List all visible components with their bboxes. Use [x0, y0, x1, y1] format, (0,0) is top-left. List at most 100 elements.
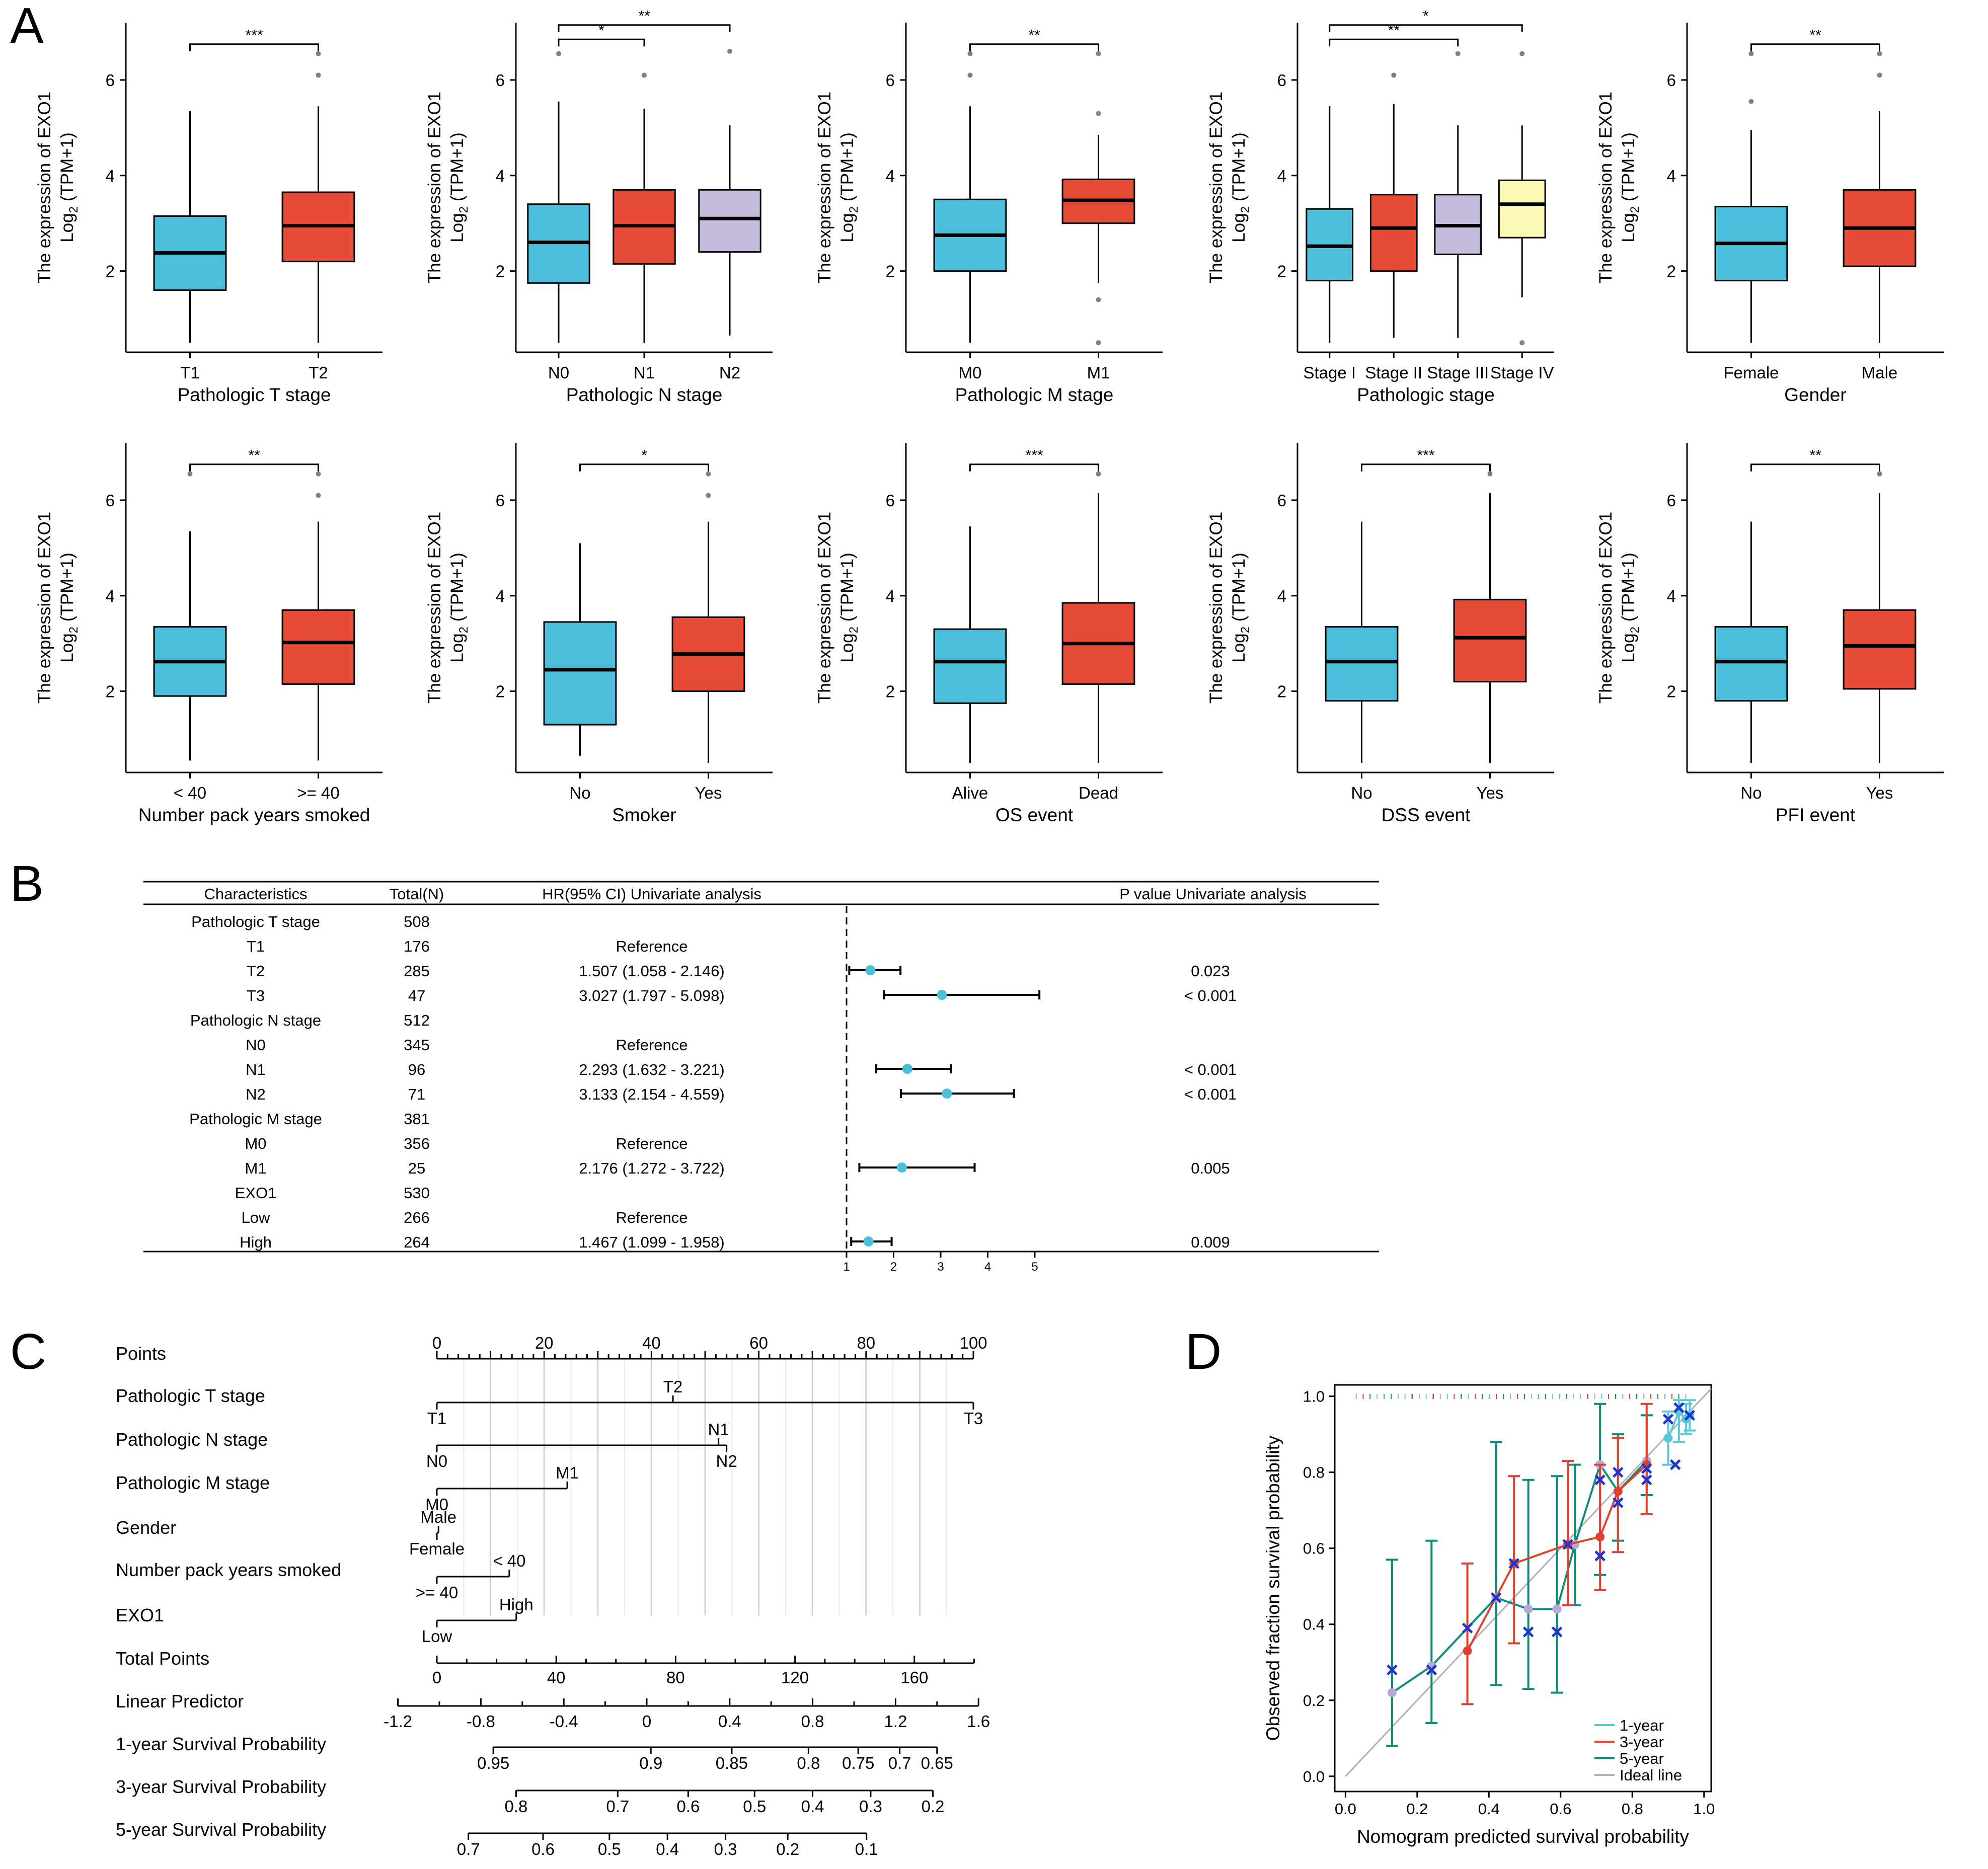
observed-cross	[1684, 1410, 1696, 1421]
y-axis-label: The expression of EXO1	[1596, 512, 1616, 704]
x-tick-label: Yes	[1866, 784, 1893, 802]
row-hr: 2.176 (1.272 - 3.722)	[579, 1159, 725, 1177]
y-tick-label: 2	[886, 682, 895, 701]
row-characteristic: EXO1	[235, 1184, 277, 1202]
outlier-point	[1096, 297, 1101, 302]
y-tick-label: 4	[1277, 167, 1286, 185]
level-label: N0	[426, 1452, 447, 1470]
survival-tick-label: 0.2	[776, 1840, 799, 1858]
outlier-point	[187, 471, 193, 477]
survival-tick-label: 0.5	[598, 1840, 621, 1858]
legend-label: 1-year	[1620, 1717, 1664, 1734]
significance-bracket	[189, 43, 319, 51]
y-axis-label: The expression of EXO1	[815, 92, 834, 283]
row-characteristic: Pathologic N stage	[190, 1011, 321, 1029]
series-point	[1663, 1433, 1673, 1443]
y-tick-label: 2	[1667, 262, 1676, 281]
row-hr: Reference	[616, 1135, 687, 1152]
significance-label: ***	[1417, 447, 1434, 464]
table-header: Total(N)	[390, 885, 444, 903]
x-tick-label: T2	[309, 363, 328, 382]
x-tick-label: >= 40	[297, 784, 339, 802]
significance-label: **	[1028, 27, 1040, 44]
significance-bracket	[579, 463, 709, 472]
survival-tick-label: 0.4	[801, 1797, 824, 1816]
survival-tick-label: 0.8	[797, 1754, 820, 1772]
y-tick-label: 4	[1277, 587, 1286, 605]
points-tick-label: 0	[432, 1334, 441, 1352]
box	[1453, 598, 1527, 683]
significance-bracket	[558, 38, 645, 47]
outlier-point	[1877, 72, 1882, 78]
panel-label-a: A	[10, 0, 44, 54]
nomogram-row-label: EXO1	[116, 1605, 164, 1625]
table-row: N2 71 3.133 (2.154 - 4.559) < 0.001	[246, 1085, 1237, 1103]
hr-point	[863, 1236, 874, 1247]
significance-bracket	[1329, 38, 1459, 47]
predictor-scale: Male Female	[409, 1508, 465, 1558]
box	[1498, 179, 1546, 239]
x-tick-label: 0.2	[1406, 1800, 1428, 1818]
series-point	[1463, 1646, 1472, 1656]
observed-cross	[1551, 1626, 1563, 1638]
y-tick-label: 0.6	[1303, 1540, 1325, 1558]
y-axis-label: The expression of EXO1	[35, 92, 54, 283]
observed-cross	[1426, 1664, 1437, 1676]
series-point	[1387, 1688, 1397, 1697]
outlier-point	[1487, 471, 1493, 477]
lp-tick-label: -0.4	[550, 1712, 578, 1731]
row-pvalue: < 0.001	[1184, 987, 1237, 1004]
hr-point	[865, 965, 876, 975]
table-row: EXO1 530	[235, 1184, 430, 1202]
x-tick-label: 0.6	[1550, 1800, 1571, 1818]
x-axis-label: OS event	[996, 805, 1074, 825]
y-tick-label: 2	[1277, 262, 1286, 281]
row-characteristic: M1	[245, 1159, 266, 1177]
calibration-series	[1662, 1399, 1696, 1466]
observed-cross	[1669, 1459, 1681, 1470]
x-tick-label: < 40	[174, 784, 206, 802]
x-axis-label: Nomogram predicted survival probability	[1357, 1826, 1690, 1847]
series-point	[1595, 1532, 1605, 1542]
x-tick-label: Alive	[952, 784, 988, 802]
row-characteristic: Pathologic T stage	[191, 913, 320, 930]
forest-x-tick-label: 3	[937, 1260, 944, 1274]
x-tick-label: Male	[1862, 363, 1898, 382]
y-tick-label: 2	[496, 262, 505, 281]
x-tick-label: 0.8	[1622, 1800, 1643, 1818]
survival-scale: 0.8 0.7 0.6 0.5 0.4 0.3 0.2	[505, 1789, 944, 1816]
survival-tick-label: 0.9	[639, 1754, 662, 1772]
observed-cross	[1462, 1622, 1473, 1634]
y-axis-label: Observed fraction survival probability	[1263, 1435, 1283, 1741]
forest-x-tick-label: 2	[890, 1260, 897, 1274]
row-hr: Reference	[616, 1209, 687, 1226]
row-pvalue: 0.005	[1191, 1159, 1230, 1177]
y-axis-label-units: Log2 (TPM+1)	[447, 132, 471, 243]
row-total: 25	[408, 1159, 425, 1177]
x-tick-label: Stage IV	[1490, 363, 1554, 382]
survival-scale: 0.7 0.6 0.5 0.4 0.3 0.2 0.1	[457, 1832, 878, 1858]
x-tick-label: T1	[180, 363, 200, 382]
series-line	[1391, 1460, 1648, 1694]
x-tick-label: M1	[1087, 363, 1110, 382]
survival-tick-label: 0.6	[531, 1840, 555, 1858]
table-header: Characteristics	[204, 885, 308, 903]
table-row: M0 356 Reference	[245, 1135, 687, 1152]
row-characteristic: T3	[247, 987, 265, 1004]
x-tick-label: N2	[719, 363, 740, 382]
row-total: 512	[404, 1011, 430, 1029]
significance-label: ***	[245, 27, 263, 44]
row-pvalue: 0.009	[1191, 1233, 1230, 1251]
row-total: 47	[408, 987, 425, 1004]
level-label: Female	[409, 1539, 465, 1558]
observed-cross	[1673, 1402, 1685, 1414]
level-label: High	[499, 1595, 533, 1614]
observed-cross	[1613, 1497, 1624, 1508]
y-axis-label-units: Log2 (TPM+1)	[57, 553, 81, 663]
forest-x-tick-label: 4	[984, 1260, 991, 1274]
outlier-point	[1096, 51, 1101, 56]
row-characteristic: Pathologic M stage	[189, 1110, 322, 1128]
y-tick-label: 4	[1667, 587, 1676, 605]
survival-tick-label: 0.5	[743, 1797, 766, 1816]
observed-cross	[1387, 1664, 1398, 1676]
